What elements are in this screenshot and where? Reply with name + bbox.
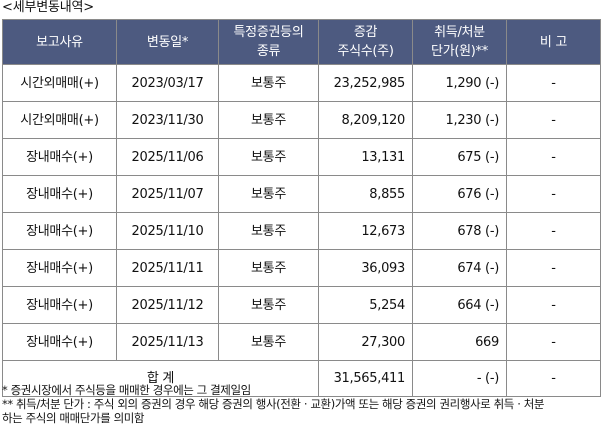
cell-type: 보통주 [218,64,319,102]
cell-date: 2025/11/11 [116,249,219,287]
cell-price: 1,290 (-) [412,64,507,102]
cell-reason: 장내매수(+) [2,212,117,250]
cell-shares: 5,254 [318,286,413,324]
cell-remarks: - [506,323,601,361]
table-row: 장내매수(+) 2025/11/11 보통주 36,093 674 (-) - [2,249,601,287]
table-row: 시간외매매(+) 2023/11/30 보통주 8,209,120 1,230 … [2,101,601,139]
cell-shares: 13,131 [318,138,413,176]
cell-type: 보통주 [218,175,319,213]
footnote-unit-price: ** 취득/처분 단가 : 주식 외의 증권의 경우 해당 증권의 행사(전환 … [2,397,545,411]
cell-reason: 시간외매매(+) [2,64,117,102]
cell-remarks: - [506,286,601,324]
table-row: 장내매수(+) 2025/11/06 보통주 13,131 675 (-) - [2,138,601,176]
footnotes: * 증권시장에서 주식등을 매매한 경우에는 그 결제일임 ** 취득/처분 단… [2,383,600,425]
cell-reason: 장내매수(+) [2,286,117,324]
cell-shares: 23,252,985 [318,64,413,102]
cell-price: 678 (-) [412,212,507,250]
table-row: 장내매수(+) 2025/11/10 보통주 12,673 678 (-) - [2,212,601,250]
section-title: <세부변동내역> [2,0,94,15]
cell-reason: 장내매수(+) [2,175,117,213]
cell-price: 676 (-) [412,175,507,213]
cell-remarks: - [506,138,601,176]
cell-shares: 8,209,120 [318,101,413,139]
cell-type: 보통주 [218,138,319,176]
header-change-date: 변동일* [116,19,219,65]
cell-price: 669 [412,323,507,361]
table-row: 시간외매매(+) 2023/03/17 보통주 23,252,985 1,290… [2,64,601,102]
cell-type: 보통주 [218,249,319,287]
cell-remarks: - [506,175,601,213]
cell-remarks: - [506,101,601,139]
cell-price: 674 (-) [412,249,507,287]
cell-date: 2025/11/12 [116,286,219,324]
total-label: 합 계 [2,360,319,397]
table-row: 장내매수(+) 2025/11/12 보통주 5,254 664 (-) - [2,286,601,324]
cell-shares: 36,093 [318,249,413,287]
cell-reason: 장내매수(+) [2,249,117,287]
cell-reason: 장내매수(+) [2,138,117,176]
cell-type: 보통주 [218,101,319,139]
header-unit-price: 취득/처분 단가(원)** [412,19,507,65]
cell-date: 2023/03/17 [116,64,219,102]
cell-price: 664 (-) [412,286,507,324]
cell-type: 보통주 [218,323,319,361]
cell-reason: 장내매수(+) [2,323,117,361]
footnote-unit-price-continued: 하는 주식의 매매단가를 의미함 [2,411,145,425]
cell-price: 1,230 (-) [412,101,507,139]
cell-date: 2025/11/06 [116,138,219,176]
header-reason: 보고사유 [2,19,117,65]
cell-shares: 27,300 [318,323,413,361]
header-remarks: 비 고 [506,19,601,65]
total-shares: 31,565,411 [318,360,413,397]
cell-remarks: - [506,64,601,102]
cell-type: 보통주 [218,212,319,250]
cell-type: 보통주 [218,286,319,324]
table-row: 장내매수(+) 2025/11/07 보통주 8,855 676 (-) - [2,175,601,213]
cell-shares: 8,855 [318,175,413,213]
cell-shares: 12,673 [318,212,413,250]
cell-remarks: - [506,249,601,287]
table-row: 장내매수(+) 2025/11/13 보통주 27,300 669 - [2,323,601,361]
total-row: 합 계 31,565,411 - (-) - [2,360,601,397]
cell-date: 2023/11/30 [116,101,219,139]
header-share-change: 증감 주식수(주) [318,19,413,65]
cell-remarks: - [506,212,601,250]
table-header-row: 보고사유 변동일* 특정증권등의 종류 증감 주식수(주) 취득/처분 단가(원)**… [2,19,601,65]
header-security-type: 특정증권등의 종류 [218,19,319,65]
cell-reason: 시간외매매(+) [2,101,117,139]
cell-date: 2025/11/13 [116,323,219,361]
cell-price: 675 (-) [412,138,507,176]
footnote-settlement-date: * 증권시장에서 주식등을 매매한 경우에는 그 결제일임 [2,383,251,397]
change-detail-table: 보고사유 변동일* 특정증권등의 종류 증감 주식수(주) 취득/처분 단가(원)**… [2,19,601,397]
total-remarks: - [506,360,601,397]
cell-date: 2025/11/07 [116,175,219,213]
cell-date: 2025/11/10 [116,212,219,250]
